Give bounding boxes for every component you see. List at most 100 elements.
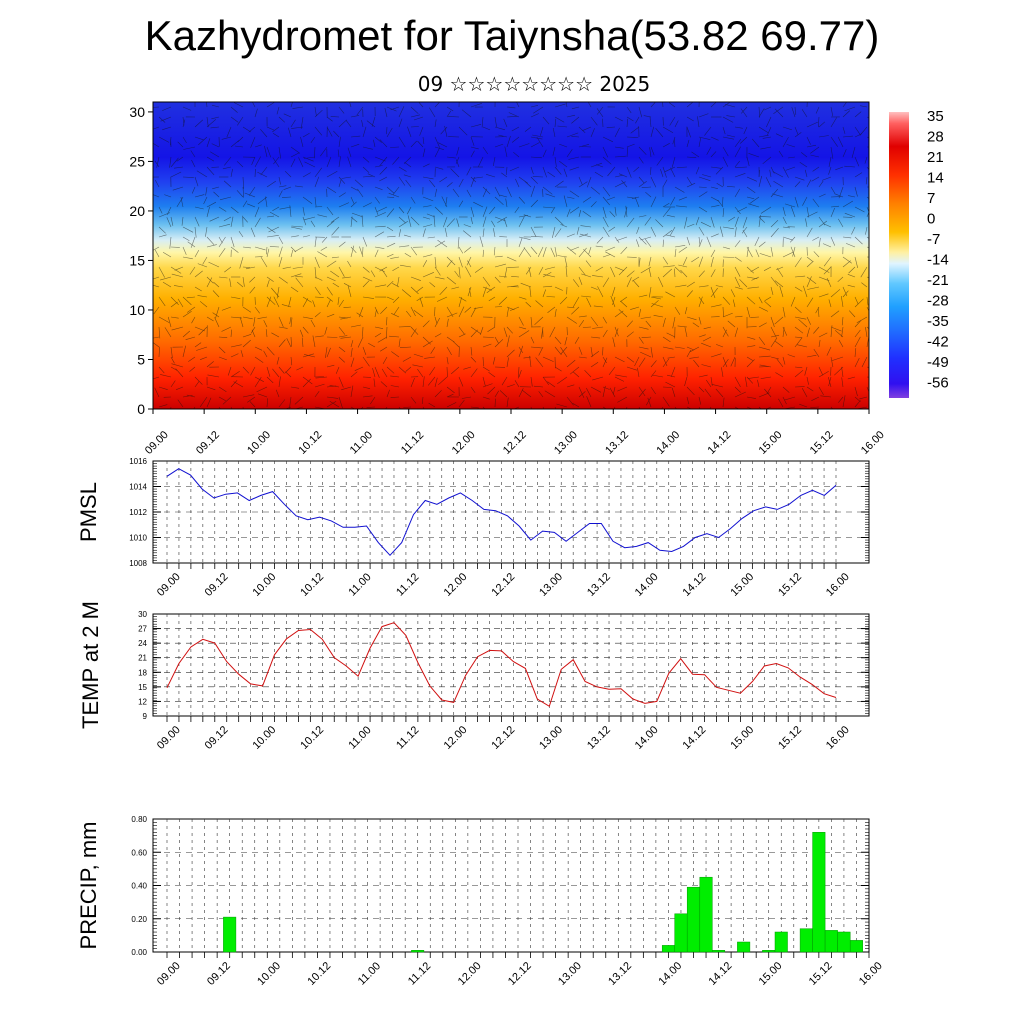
heatmap-ytick-label: 0 [137,401,145,417]
pmsl-xtick-label: 10.00 [250,571,278,599]
pmsl-xtick-label: 11.00 [346,571,373,598]
temp-panel: 9 12 15 18 21 24 27 30 09.00 09.12 10.00 10.12 11.00… [78,601,870,752]
pmsl-panel: 1008 1010 1012 1014 1016 09.00 09.12 10.00 10.12… [76,457,870,599]
pmsl-xtick-label: 14.12 [681,571,709,599]
precip-bar [712,950,726,953]
precip-bar [686,886,700,953]
heatmap-xtick-label: 15.12 [808,429,836,457]
heatmap-xtick-label: 16.00 [859,429,887,457]
heatmap-ytick-label: 30 [129,104,145,120]
pmsl-ytick-label: 1016 [129,457,147,466]
precip-ytick-label: 0.80 [131,815,147,824]
pmsl-xtick-label: 13.00 [537,571,565,599]
precip-xtick-label: 12.12 [506,960,534,988]
temp-xtick-label: 15.00 [728,724,756,752]
pmsl-ytick-label: 1012 [129,508,147,517]
temp-xtick-label: 15.12 [776,724,804,752]
temp-xtick-label: 11.12 [394,724,421,751]
heatmap-xtick-label: 09.00 [143,429,171,457]
temp-ytick-label: 30 [138,610,147,619]
heatmap-xtick-label: 13.12 [603,429,631,457]
precip-xtick-label: 13.00 [556,960,584,988]
temp-ytick-label: 18 [138,668,147,677]
colorbar-label: -49 [927,354,949,371]
temp-xtick-label: 13.12 [585,724,613,752]
pmsl-xtick-label: 15.12 [776,571,804,599]
precip-ytick-label: 0.60 [131,848,147,857]
precip-ytick-label: 0.00 [131,948,147,957]
colorbar-label: 35 [927,108,944,125]
heatmap-xtick-label: 13.00 [552,429,580,457]
colorbar-label: 21 [927,149,944,166]
precip-bar [674,913,688,953]
chart-title: Kazhydromet for Taiynsha(53.82 69.77) [144,12,880,59]
pmsl-xtick-label: 13.12 [585,571,613,599]
temp-xtick-label: 12.12 [489,724,517,752]
heatmap-xtick-label: 11.00 [348,429,375,456]
precip-xtick-label: 09.00 [155,960,183,988]
temp-ytick-label: 27 [138,625,147,634]
heatmap-xtick-label: 14.00 [654,429,682,457]
temp-ytick-label: 15 [138,683,147,692]
temperature-cross-section: 0 5 10 15 20 25 30 09.00 09.12 10.00 10.12 11.00 11.… [129,101,887,457]
temp-xtick-label: 16.00 [824,724,852,752]
precip-bar [762,950,776,953]
temp-frame [152,613,870,717]
temp-xtick-label: 14.00 [633,724,661,752]
colorbar-label: -21 [927,272,949,289]
pmsl-xtick-label: 16.00 [824,571,852,599]
precip-xtick-label: 10.12 [305,960,333,988]
colorbar-label: -28 [927,293,949,310]
precip-panel: 0.00 0.20 0.40 0.60 0.80 09.00 09.12 10.00 10.12… [76,815,885,988]
precip-bar [223,916,237,953]
temp-ytick-label: 12 [138,697,147,706]
precip-bar [661,945,675,953]
temp-xtick-label: 14.12 [681,724,709,752]
colorbar-label: -14 [927,252,949,269]
heatmap-ytick-label: 15 [129,252,145,268]
precip-xtick-label: 10.00 [255,960,283,988]
temp-ytick-label: 9 [143,712,148,721]
precip-bar [737,941,751,953]
precip-ytick-label: 0.40 [131,882,147,891]
pmsl-xtick-label: 11.12 [394,571,421,598]
colorbar-label: -56 [927,375,949,392]
temp-xtick-label: 10.00 [250,724,278,752]
pmsl-xtick-label: 12.12 [489,571,517,599]
heatmap-xtick-label: 10.00 [245,429,273,457]
precip-xtick-label: 14.12 [706,960,734,988]
heatmap-ytick-label: 25 [129,153,145,169]
heatmap-xtick-label: 10.12 [296,429,324,457]
heatmap-xtick-label: 09.12 [194,429,222,457]
colorbar-label: 14 [927,170,944,187]
precip-xtick-label: 13.12 [606,960,634,988]
colorbar-label: -42 [927,334,949,351]
pmsl-xtick-label: 14.00 [633,571,661,599]
temp-ytick-label: 24 [138,639,147,648]
heatmap-xtick-label: 14.12 [705,429,733,457]
precip-xtick-label: 11.12 [406,960,433,987]
precip-ytick-label: 0.20 [131,915,147,924]
temp-ylabel: TEMP at 2 M [78,601,103,729]
pmsl-xtick-label: 12.00 [442,571,470,599]
chart-subtitle: 09 ☆☆☆☆☆☆☆☆ 2025 [417,72,651,96]
heatmap-ytick-label: 20 [129,203,145,219]
wind-barbs [153,102,869,409]
pmsl-ylabel: PMSL [76,482,101,542]
precip-xtick-label: 09.12 [205,960,233,988]
pmsl-ytick-label: 1008 [129,559,147,568]
pmsl-xtick-label: 09.12 [203,571,231,599]
temp-line [166,622,837,708]
precip-bar [849,940,863,953]
colorbar: 35 28 21 14 7 0 -7 -14 -21 -28 -35 -42 -49 -56 [889,108,949,398]
pmsl-line [166,468,837,557]
pmsl-xtick-label: 09.00 [155,571,183,599]
heatmap-xtick-label: 11.12 [399,429,426,456]
pmsl-ytick-label: 1010 [129,534,147,543]
colorbar-label: 0 [927,211,935,228]
precip-xtick-label: 14.00 [656,960,684,988]
precip-bar [812,832,826,953]
precip-xtick-label: 16.00 [857,960,885,988]
temp-xtick-label: 12.00 [442,724,470,752]
